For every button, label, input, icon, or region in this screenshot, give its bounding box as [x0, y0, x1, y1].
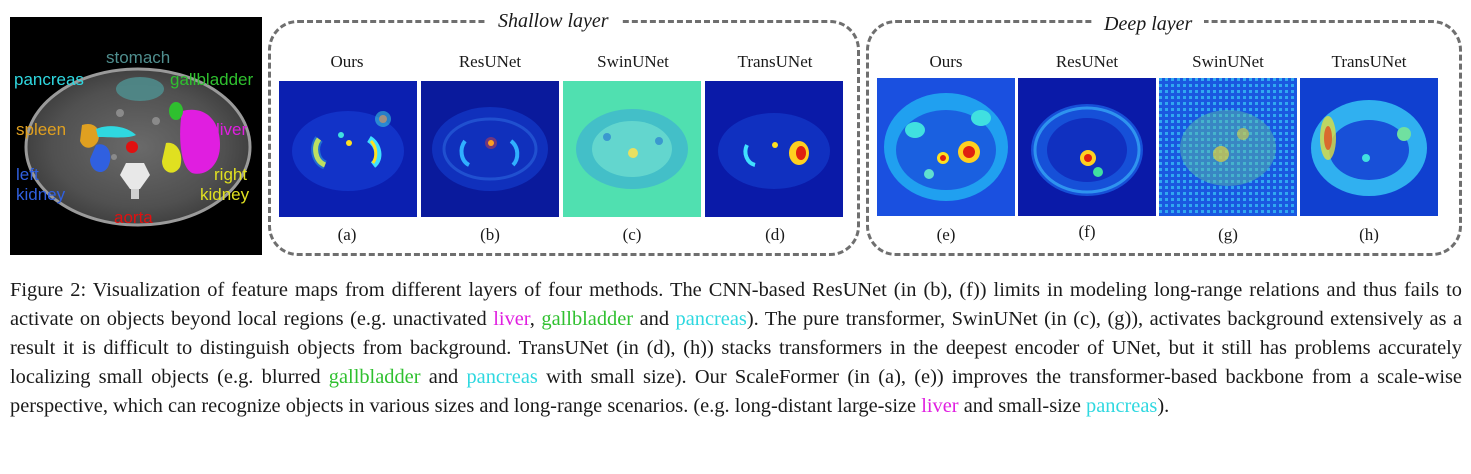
feature-map-d: [705, 81, 843, 217]
method-header-transunet-shallow: TransUNet: [737, 52, 813, 71]
label-gallbladder: gallbladder: [170, 70, 254, 89]
label-aorta: aorta: [114, 208, 153, 227]
caption-text-2: ,: [529, 308, 542, 330]
caption-text-3: and: [633, 308, 676, 330]
label-left-kidney-1: left: [16, 165, 39, 184]
feature-map-a: [279, 81, 417, 217]
method-header-resunet-shallow: ResUNet: [458, 52, 522, 71]
figure-caption: Figure 2: Visualization of feature maps …: [10, 276, 1462, 421]
feature-map-b: [421, 81, 559, 217]
caption-text-7: and small-size: [958, 395, 1086, 417]
feature-map-e: [877, 78, 1015, 216]
method-header-ours-deep: Ours: [929, 52, 963, 71]
label-liver: liver: [216, 120, 248, 139]
subfigure-label-e: (e): [936, 225, 956, 244]
feature-map-f: [1018, 78, 1156, 216]
feature-map-h: [1300, 78, 1438, 216]
label-spleen: spleen: [16, 120, 67, 139]
caption-word-pancreas-3: pancreas: [1086, 395, 1158, 417]
caption-word-liver-2: liver: [921, 395, 959, 417]
caption-word-pancreas-2: pancreas: [466, 366, 538, 388]
ct-scan-drawing: [24, 67, 252, 227]
deep-layer-title: Deep layer: [1092, 12, 1205, 36]
label-right-kidney-1: right: [214, 165, 248, 184]
label-right-kidney-2: kidney: [200, 185, 250, 204]
ct-liver: [180, 109, 220, 174]
caption-text-5: and: [420, 366, 467, 388]
label-stomach: stomach: [106, 48, 171, 67]
method-header-resunet-deep: ResUNet: [1055, 52, 1119, 71]
ct-aorta: [126, 141, 138, 153]
ct-stomach: [116, 77, 164, 101]
label-pancreas: pancreas: [14, 70, 84, 89]
subfigure-label-g: (g): [1218, 225, 1238, 244]
caption-text-4: ). The pure transformer, SwinUNet (in (c…: [10, 308, 1462, 388]
caption-text-8: ).: [1157, 395, 1170, 417]
label-left-kidney-2: kidney: [16, 185, 66, 204]
subfigure-label-d: (d): [765, 225, 785, 244]
caption-text-1: Figure 2: Visualization of feature maps …: [10, 279, 1462, 330]
ct-left-kidney: [90, 144, 111, 173]
method-header-swinunet-deep: SwinUNet: [1192, 52, 1264, 71]
subfigure-label-b: (b): [480, 225, 500, 244]
caption-text-6: with small size). Our ScaleFormer (in (a…: [10, 366, 1462, 417]
method-header-transunet-deep: TransUNet: [1331, 52, 1407, 71]
ct-spleen: [80, 123, 100, 148]
subfigure-label-a: (a): [337, 225, 357, 244]
subfigure-label-h: (h): [1359, 225, 1379, 244]
caption-word-gallbladder-2: gallbladder: [328, 366, 421, 388]
feature-map-c: [563, 81, 701, 217]
method-header-swinunet-shallow: SwinUNet: [597, 52, 669, 71]
caption-word-liver: liver: [493, 308, 530, 330]
ct-spine: [120, 163, 150, 189]
subfigure-label-f: (f): [1078, 222, 1096, 241]
caption-word-gallbladder: gallbladder: [541, 308, 634, 330]
caption-paragraph: Figure 2: Visualization of feature maps …: [10, 276, 1462, 421]
caption-word-pancreas: pancreas: [675, 308, 747, 330]
ct-right-kidney: [162, 142, 182, 173]
feature-map-g: [1159, 78, 1297, 216]
subfigure-label-c: (c): [622, 225, 642, 244]
shallow-layer-title: Shallow layer: [486, 9, 621, 33]
ct-gallbladder: [169, 102, 183, 120]
method-header-ours-shallow: Ours: [330, 52, 364, 71]
ct-reference-image: stomach pancreas gallbladder spleen live…: [10, 17, 262, 255]
ct-pancreas: [96, 126, 136, 138]
